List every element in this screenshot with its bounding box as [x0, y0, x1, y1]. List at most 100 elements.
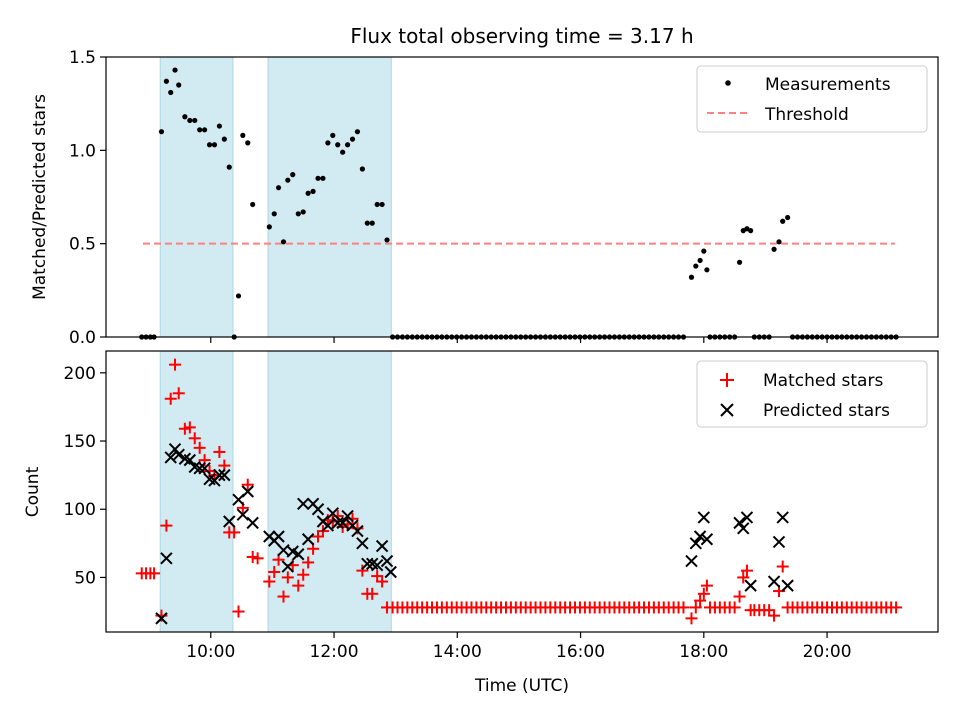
predicted-star-point: [341, 509, 354, 523]
predicted-star-point: [744, 579, 757, 592]
measurement-point: [771, 246, 777, 252]
matched-star-point: [263, 575, 276, 588]
measurement-point: [780, 218, 786, 224]
measurement-point: [688, 274, 695, 280]
matched-star-point: [268, 565, 281, 578]
predicted-star-point: [361, 557, 374, 571]
y-tick-label: 0.0: [69, 328, 96, 348]
predicted-star-point: [246, 516, 259, 530]
measurement-point: [197, 127, 203, 133]
y-axis-label-ratio: Matched/Predicted stars: [30, 94, 50, 300]
predicted-star-point: [776, 511, 789, 524]
predicted-star-point: [164, 451, 177, 464]
predicted-star-point: [321, 519, 335, 532]
measurement-point: [305, 190, 311, 196]
measurement-point: [206, 142, 213, 148]
predicted-star-point: [213, 468, 226, 482]
measurement-point: [192, 117, 198, 124]
predicted-star-point: [336, 516, 349, 530]
observing-intervals-lower: [159, 350, 392, 633]
measurement-point: [344, 142, 351, 148]
predicted-star-point: [326, 507, 340, 520]
measurement-point: [158, 129, 165, 135]
legend-predicted-marker: [720, 403, 734, 417]
y-tick-label: 0.5: [69, 235, 96, 255]
measurement-point: [300, 209, 306, 215]
measurement-point: [216, 123, 222, 129]
predicted-star-point: [772, 535, 786, 549]
measurement-point: [182, 114, 188, 120]
predicted-star-point: [685, 554, 698, 568]
predicted-star-point: [198, 462, 211, 475]
measurement-point: [235, 293, 242, 299]
shaded-interval-0: [159, 56, 234, 338]
predicted-star-point: [172, 448, 185, 461]
axes-frame-bottom: [105, 350, 939, 633]
matched-star-point: [685, 612, 698, 625]
matched-star-point: [737, 571, 750, 584]
matched-star-point: [232, 605, 245, 618]
predicted-star-point: [223, 515, 236, 528]
measurement-point: [275, 185, 282, 191]
matched-star-point: [297, 568, 310, 581]
measurement-point: [335, 142, 341, 148]
measurement-point: [693, 263, 699, 269]
matched-star-point: [172, 387, 185, 400]
measurement-point: [785, 214, 791, 221]
predicted-star-point: [767, 575, 781, 588]
matched-star-point: [694, 594, 707, 607]
legend-predicted-label: Predicted stars: [763, 401, 890, 421]
y-tick-label: 150: [64, 432, 96, 452]
matched-star-point: [768, 609, 781, 622]
matched-star-point: [241, 478, 254, 491]
matched-star-point: [277, 590, 290, 603]
legend-top: Measurements Threshold: [696, 65, 928, 133]
predicted-star-point: [301, 533, 315, 546]
x-tick-label: 12:00: [310, 642, 359, 662]
shaded-interval-1: [267, 350, 392, 633]
matched-star-point: [689, 601, 702, 614]
measurement-point: [172, 67, 178, 73]
measurement-point: [211, 142, 218, 148]
predicted-star-point: [375, 539, 389, 553]
measurement-point: [364, 220, 370, 226]
matched-star-point: [213, 445, 226, 458]
predicted-star-point: [700, 533, 714, 546]
predicted-stars-points: [155, 443, 794, 625]
predicted-star-point: [155, 612, 168, 625]
matched-star-point: [164, 392, 177, 405]
predicted-star-point: [737, 522, 750, 535]
matched-star-point: [740, 564, 753, 577]
predicted-star-point: [693, 530, 707, 543]
shaded-interval-1: [267, 56, 392, 338]
measurement-point: [202, 127, 208, 133]
predicted-star-point: [689, 537, 703, 550]
panel-ratio: 0.0 0.5 1.0 1.5 Matched/Predicted stars Mea…: [30, 48, 939, 348]
predicted-star-point: [168, 443, 182, 456]
measurement-point: [369, 220, 375, 226]
measurement-point: [736, 259, 743, 265]
predicted-star-point: [292, 548, 305, 561]
predicted-star-point: [311, 503, 325, 516]
matched-star-point: [193, 441, 206, 454]
matched-star-point: [281, 571, 294, 584]
matched-star-point: [733, 590, 746, 603]
predicted-star-point: [370, 558, 384, 572]
x-tick-label: 18:00: [679, 642, 728, 662]
matched-star-point: [228, 526, 241, 539]
measurement-point: [187, 117, 193, 124]
matched-star-point: [890, 601, 903, 614]
matched-star-point: [366, 587, 379, 600]
y-axis-label-count: Count: [23, 466, 43, 517]
measurement-point: [245, 140, 251, 146]
matched-star-point: [700, 579, 713, 592]
measurement-point: [325, 140, 331, 146]
axes-frame-top: [105, 56, 939, 338]
measurement-point: [384, 237, 390, 243]
matched-star-point: [160, 519, 173, 532]
matched-star-point: [251, 552, 264, 565]
predicted-star-point: [380, 554, 394, 568]
measurement-point: [226, 164, 232, 170]
figure-title: Flux total observing time = 3.17 h: [350, 24, 693, 48]
predicted-star-point: [218, 468, 231, 482]
